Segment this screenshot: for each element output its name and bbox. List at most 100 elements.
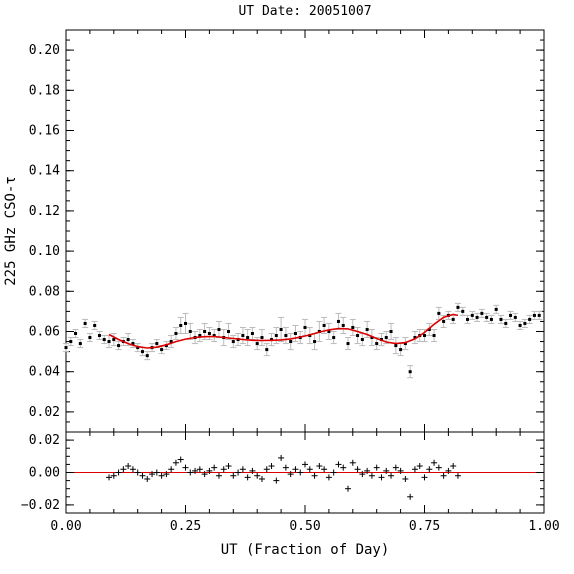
residual-point	[388, 472, 395, 479]
residual-point	[239, 466, 246, 473]
data-point	[461, 309, 465, 313]
residual-point	[445, 467, 452, 474]
data-point	[518, 323, 522, 327]
residual-point	[268, 463, 275, 470]
data-point	[451, 317, 455, 321]
data-point	[413, 336, 417, 340]
residual-point	[235, 469, 242, 476]
data-point	[470, 313, 474, 317]
main-errorbars	[63, 302, 543, 379]
data-point	[78, 342, 82, 346]
y-tick-label: 0.12	[29, 204, 60, 219]
data-point	[437, 311, 441, 315]
data-point	[260, 336, 264, 340]
data-point	[250, 332, 254, 336]
residual-point	[182, 464, 189, 471]
data-point	[356, 334, 360, 338]
residual-point	[392, 464, 399, 471]
residual-point	[220, 466, 227, 473]
residual-point	[373, 464, 380, 471]
residual-point	[345, 485, 352, 492]
data-point	[140, 350, 144, 354]
residual-point	[254, 472, 261, 479]
data-point	[241, 334, 245, 338]
residual-point	[306, 466, 313, 473]
data-point	[160, 348, 164, 352]
x-axis-title: UT (Fraction of Day)	[221, 542, 390, 558]
residual-point	[273, 477, 280, 484]
residual-point	[115, 469, 122, 476]
y-tick-label: 0.10	[29, 244, 60, 259]
data-point	[131, 342, 135, 346]
residual-point	[402, 475, 409, 482]
residual-point	[421, 474, 428, 481]
main-panel: 0.02 0.04 0.06 0.08 0.10 0.12 0.14 0.16 0.18 0.20	[29, 29, 545, 433]
data-point	[184, 321, 187, 325]
data-point	[265, 348, 269, 352]
data-point	[322, 323, 326, 327]
residual-point	[364, 467, 371, 474]
x-tick-label: 1.00	[528, 519, 559, 534]
y-axis-title: 225 GHz CSO-τ	[3, 176, 19, 286]
residual-point	[110, 472, 117, 479]
residual-point	[311, 472, 318, 479]
data-point	[179, 323, 183, 327]
res-y-tick-label: 0.00	[29, 466, 60, 481]
residual-point	[106, 474, 113, 481]
data-point	[480, 311, 484, 315]
data-point	[332, 336, 336, 340]
data-point	[246, 336, 250, 340]
residual-ticks: −0.02 0.00 0.02 0.00 0.25 0.50 0.75 1.00	[21, 431, 560, 534]
data-point	[489, 317, 493, 321]
res-y-tick-label: 0.02	[29, 433, 60, 448]
residual-point	[172, 459, 179, 466]
residual-point	[316, 463, 323, 470]
residual-point	[450, 463, 457, 470]
data-point	[336, 319, 340, 323]
data-point	[64, 346, 68, 350]
data-point	[389, 330, 393, 333]
residual-point	[435, 464, 442, 471]
residual-point	[258, 475, 265, 482]
residual-point	[211, 464, 218, 471]
data-point	[203, 330, 207, 333]
data-point	[427, 327, 431, 331]
data-point	[528, 317, 532, 321]
residual-point	[325, 474, 332, 481]
residual-point	[292, 466, 299, 473]
y-tick-label: 0.16	[29, 124, 60, 139]
main-data-points	[64, 305, 541, 374]
residual-point	[139, 472, 146, 479]
data-point	[289, 340, 293, 344]
residual-point	[192, 467, 199, 474]
residual-point	[378, 474, 385, 481]
residual-point	[287, 471, 294, 478]
y-tick-label: 0.06	[29, 325, 60, 340]
residual-point	[297, 469, 304, 476]
data-point	[456, 305, 460, 309]
data-point	[188, 330, 192, 333]
residual-point	[177, 456, 184, 463]
data-point	[313, 340, 317, 344]
residual-point	[397, 467, 404, 474]
res-y-tick-label: −0.02	[21, 498, 60, 513]
data-point	[207, 332, 211, 336]
y-tick-label: 0.18	[29, 83, 60, 98]
data-point	[365, 327, 369, 331]
residual-panel: −0.02 0.00 0.02 0.00 0.25 0.50 0.75 1.00	[21, 431, 560, 534]
data-point	[107, 340, 111, 344]
data-point	[145, 354, 149, 358]
residual-point	[225, 463, 232, 470]
data-point	[341, 323, 345, 327]
residual-point	[411, 466, 418, 473]
data-point	[346, 342, 350, 346]
residual-point	[134, 469, 141, 476]
x-tick-label: 0.75	[409, 519, 440, 534]
residual-point	[354, 466, 361, 473]
residual-point	[230, 472, 237, 479]
data-point	[117, 344, 121, 348]
residual-point	[120, 466, 127, 473]
data-point	[74, 332, 78, 336]
data-point	[532, 313, 536, 317]
residual-point	[431, 459, 438, 466]
